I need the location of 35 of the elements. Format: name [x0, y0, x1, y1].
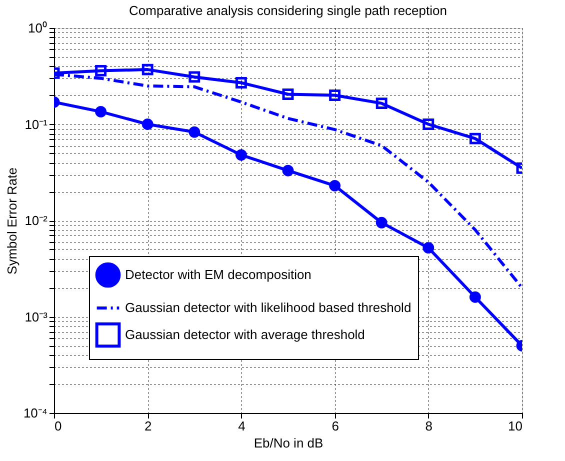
chart-title: Comparative analysis considering single path reception: [129, 3, 447, 18]
legend-label: Gaussian detector with likelihood based threshold: [125, 300, 412, 315]
point: [95, 106, 107, 118]
x-tick-label: 4: [238, 418, 246, 434]
y-tick-label: 10⁰: [28, 20, 48, 36]
point: [142, 118, 154, 130]
x-tick-label: 10: [508, 418, 522, 434]
point: [329, 180, 341, 192]
point: [329, 90, 341, 101]
y-tick-label: 10⁻²: [24, 213, 48, 228]
point: [422, 118, 434, 130]
y-axis-title: Symbol Error Rate: [4, 168, 20, 274]
point: [235, 149, 247, 161]
y-tick-label: 10⁻³: [24, 309, 48, 324]
point: [142, 64, 154, 76]
point: [188, 126, 200, 138]
point: [235, 77, 247, 88]
x-tick-label: 0: [54, 418, 62, 434]
point: [282, 88, 294, 100]
y-tick-label: 10⁻⁴: [23, 406, 48, 420]
x-tick-label: 6: [332, 418, 339, 434]
point: [469, 132, 481, 144]
point: [422, 242, 434, 254]
point: [469, 291, 481, 303]
point: [282, 164, 294, 176]
y-tick-label: 10⁻¹: [24, 116, 48, 132]
x-tick-label: 2: [144, 418, 152, 434]
x-tick-label: 8: [425, 418, 433, 434]
point: [376, 216, 388, 228]
point: [95, 64, 107, 76]
point: [188, 71, 200, 83]
point: [376, 98, 388, 110]
legend-label: Gaussian detector with average threshold: [125, 327, 365, 342]
x-axis-title: Eb/No in dB: [254, 436, 324, 450]
legend-label: Detector with EM decomposition: [125, 267, 312, 282]
